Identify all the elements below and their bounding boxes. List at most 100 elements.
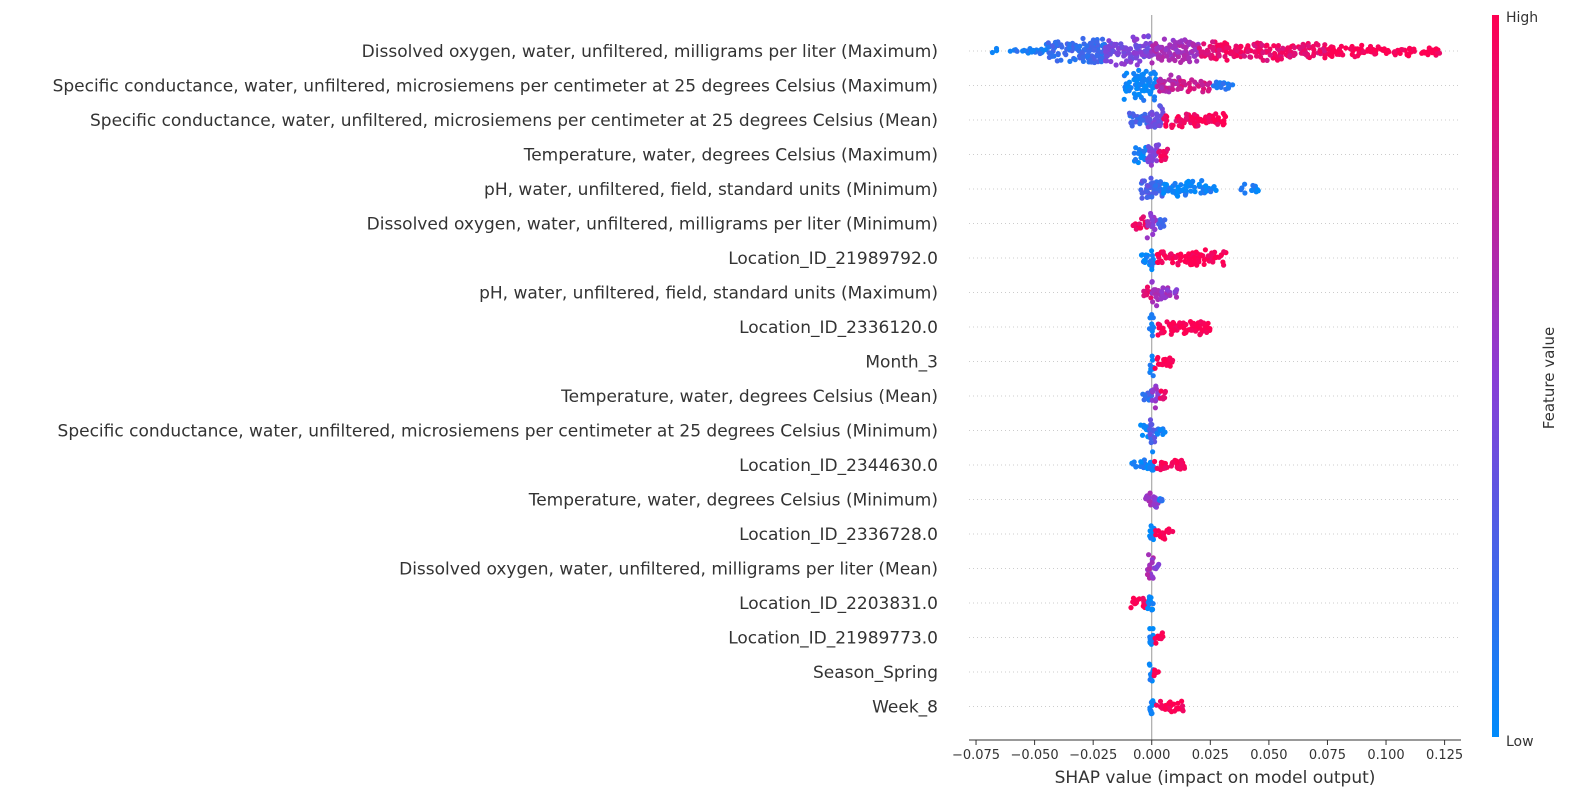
feature-label: Dissolved oxygen, water, unfiltered, mil…: [399, 560, 938, 580]
shap-point: [1126, 79, 1132, 85]
shap-point: [1129, 119, 1135, 125]
shap-point: [1146, 566, 1152, 572]
shap-point: [1201, 41, 1207, 47]
shap-point: [1151, 97, 1157, 103]
shap-point: [1114, 50, 1120, 56]
shap-point: [1255, 188, 1261, 194]
shap-point: [1179, 698, 1185, 704]
shap-point: [1141, 178, 1147, 184]
feature-label: Month_3: [865, 353, 938, 373]
shap-point: [1280, 45, 1286, 51]
shap-point: [1343, 45, 1349, 51]
shap-point: [1190, 178, 1196, 184]
feature-label: Location_ID_21989773.0: [728, 629, 938, 649]
feature-point-row: [1128, 594, 1156, 613]
feature-point-row: [1129, 449, 1188, 473]
shap-point: [1066, 45, 1072, 51]
shap-point: [1231, 51, 1237, 57]
shap-point: [1160, 249, 1166, 256]
shap-point: [1254, 53, 1260, 59]
shap-point: [1433, 46, 1439, 52]
shap-point: [1168, 324, 1174, 330]
shap-point: [1264, 42, 1270, 48]
shap-point: [1196, 259, 1202, 265]
shap-point: [1291, 44, 1297, 51]
shap-point: [1210, 259, 1216, 265]
feature-label: Specific conductance, water, unfiltered,…: [58, 422, 938, 442]
x-axis: −0.075 −0.050 −0.025 0.000 0.025 0.050 0.075 0.…: [952, 739, 1463, 763]
shap-point: [1147, 677, 1153, 683]
shap-point: [1136, 43, 1142, 50]
shap-point: [1029, 48, 1035, 54]
shap-point: [1175, 49, 1181, 55]
shap-point: [1300, 43, 1306, 50]
feature-label: Location_ID_2336728.0: [739, 525, 938, 545]
shap-point: [1150, 217, 1156, 223]
shap-point: [1145, 222, 1151, 228]
shap-point: [1131, 91, 1137, 97]
shap-point: [1223, 45, 1230, 51]
colorbar: [1492, 15, 1499, 737]
shap-point: [1218, 252, 1224, 259]
shap-point: [1208, 189, 1214, 195]
shap-point: [1151, 673, 1157, 679]
shap-point: [1207, 326, 1213, 332]
shap-point: [1111, 41, 1117, 47]
shap-point: [1147, 431, 1153, 437]
shap-point: [1193, 249, 1199, 255]
shap-point: [1158, 157, 1164, 164]
shap-point: [1147, 89, 1153, 95]
shap-point: [1150, 324, 1157, 331]
feature-point-row: [1140, 383, 1168, 411]
shap-point: [1189, 261, 1195, 267]
shap-point: [1138, 459, 1144, 465]
shap-point: [1163, 123, 1169, 129]
shap-point: [1144, 571, 1151, 578]
shap-point: [1175, 260, 1181, 266]
shap-point: [1133, 55, 1139, 61]
shap-point: [1162, 388, 1168, 395]
shap-point: [1150, 43, 1156, 49]
shap-point: [1161, 36, 1167, 42]
shap-point: [1206, 119, 1212, 125]
shap-point: [1164, 287, 1170, 293]
shap-point: [1242, 181, 1248, 187]
shap-point: [1131, 113, 1137, 119]
shap-point: [1156, 221, 1162, 227]
shap-point: [1179, 703, 1186, 709]
shap-point: [1104, 53, 1110, 59]
shap-point: [1161, 148, 1167, 155]
shap-point: [1214, 85, 1220, 91]
shap-point: [1162, 465, 1168, 471]
shap-point: [1080, 58, 1086, 64]
shap-point: [1141, 88, 1147, 94]
shap-point: [1108, 58, 1114, 65]
shap-point: [1145, 34, 1151, 40]
shap-point: [1210, 45, 1216, 51]
shap-point: [1191, 121, 1197, 127]
shap-point: [1167, 42, 1173, 48]
shap-point: [1133, 145, 1139, 151]
shap-point: [1089, 40, 1095, 46]
shap-point: [1152, 227, 1158, 233]
shap-point: [1304, 52, 1310, 58]
shap-point: [1137, 225, 1143, 231]
shap-point: [1162, 114, 1168, 121]
shap-point: [1162, 429, 1168, 435]
shap-point: [1166, 254, 1172, 261]
shap-point: [1138, 155, 1144, 161]
shap-point: [1210, 39, 1216, 45]
shap-point: [1156, 325, 1162, 331]
shap-point: [1138, 50, 1144, 56]
shap-point: [1098, 59, 1104, 65]
shap-point: [1211, 55, 1217, 61]
shap-point: [1169, 124, 1175, 130]
shap-point: [1225, 84, 1232, 90]
shap-point: [1137, 58, 1143, 64]
shap-point: [1143, 496, 1149, 502]
shap-point: [1392, 49, 1398, 55]
shap-point: [1185, 178, 1191, 184]
shap-point: [1150, 601, 1156, 607]
shap-point: [1148, 535, 1154, 541]
